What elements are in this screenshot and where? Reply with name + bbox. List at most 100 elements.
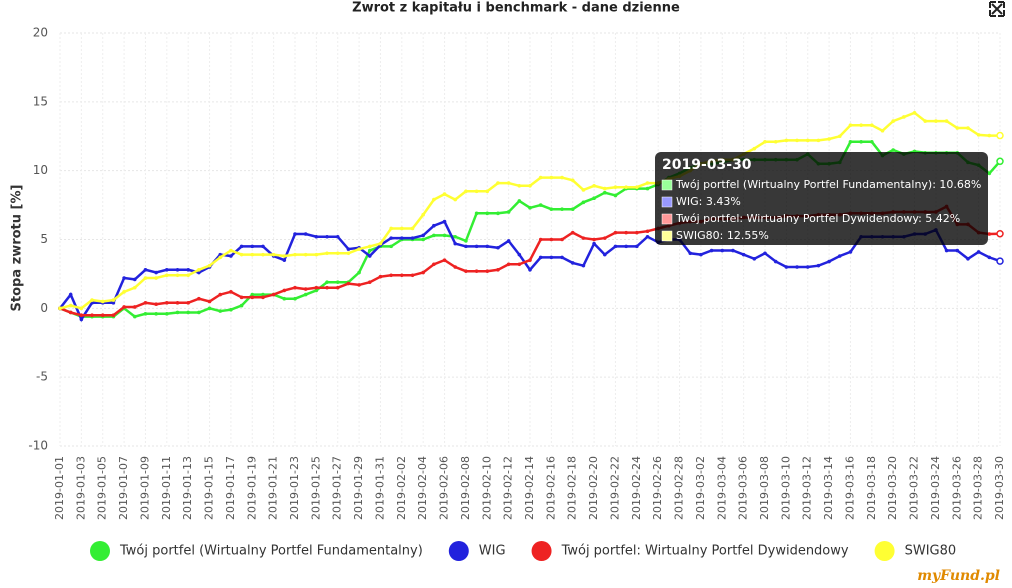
- data-point: [464, 244, 468, 249]
- legend-marker[interactable]: [531, 541, 552, 561]
- data-point: [282, 296, 287, 301]
- legend-label[interactable]: WIG: [479, 544, 506, 559]
- data-point: [282, 258, 287, 262]
- y-tick-label: 15: [33, 94, 48, 108]
- x-tick-label: 2019-01-25: [309, 456, 322, 520]
- data-point: [68, 303, 73, 308]
- tooltip-value: 3.43%: [706, 195, 741, 208]
- tooltip-box: [655, 152, 988, 245]
- data-point: [175, 301, 180, 305]
- data-point: [528, 184, 532, 188]
- x-tick-label: 2019-01-21: [267, 456, 280, 520]
- data-point: [165, 301, 169, 305]
- fullscreen-icon[interactable]: [989, 1, 1005, 17]
- data-point: [197, 267, 201, 272]
- data-point: [165, 267, 169, 272]
- data-point: [645, 229, 650, 234]
- data-point: [154, 312, 158, 316]
- data-point: [303, 232, 308, 236]
- data-point: [784, 265, 789, 269]
- data-point: [816, 263, 821, 268]
- data-point: [592, 237, 596, 242]
- data-point: [773, 139, 778, 144]
- data-point: [346, 281, 351, 286]
- data-point: [506, 210, 511, 214]
- tooltip-series-name: WIG: [676, 195, 699, 208]
- x-tick-label: 2019-03-04: [715, 456, 728, 520]
- data-point: [186, 310, 190, 315]
- data-point: [464, 239, 468, 243]
- data-point: [432, 197, 436, 202]
- data-point: [442, 233, 447, 238]
- data-point: [474, 189, 479, 194]
- data-point: [367, 248, 372, 253]
- data-point: [303, 292, 308, 297]
- data-point: [602, 190, 607, 195]
- data-point: [100, 313, 105, 318]
- x-tick-label: 2019-02-16: [544, 456, 557, 520]
- data-point: [229, 248, 233, 253]
- data-point: [68, 310, 73, 315]
- data-point: [805, 265, 810, 269]
- data-point: [410, 273, 415, 278]
- data-point: [613, 230, 618, 235]
- data-point: [261, 244, 265, 249]
- data-point: [143, 312, 148, 316]
- data-point: [111, 313, 116, 318]
- data-point: [389, 236, 393, 240]
- data-point: [432, 223, 436, 228]
- legend-marker[interactable]: [874, 541, 895, 561]
- legend-marker[interactable]: [448, 541, 469, 561]
- data-point: [154, 270, 158, 275]
- x-tick-label: 2019-01-09: [138, 456, 151, 520]
- data-point: [239, 303, 244, 308]
- data-point: [987, 171, 992, 176]
- data-point: [464, 189, 468, 194]
- data-point: [602, 252, 607, 257]
- data-point: [816, 138, 821, 143]
- data-point: [517, 252, 522, 257]
- data-point: [474, 211, 479, 216]
- data-point: [635, 244, 639, 249]
- data-point: [378, 274, 383, 279]
- x-tick-label: 2019-02-22: [608, 456, 621, 520]
- x-tick-label: 2019-03-20: [886, 456, 899, 520]
- x-tick-label: 2019-01-23: [288, 456, 301, 520]
- data-point: [517, 199, 522, 203]
- data-point: [325, 251, 329, 256]
- data-point: [79, 313, 84, 318]
- data-point: [432, 262, 436, 267]
- data-point: [827, 137, 831, 141]
- x-tick-label: 2019-02-20: [587, 456, 600, 520]
- data-point: [111, 298, 116, 302]
- data-point: [303, 287, 308, 291]
- data-point: [592, 241, 596, 246]
- data-point: [271, 252, 276, 257]
- data-point: [400, 226, 404, 231]
- data-point: [442, 192, 447, 196]
- x-tick-label: 2019-02-18: [566, 456, 579, 520]
- data-point: [592, 184, 596, 188]
- data-point: [218, 292, 223, 297]
- data-point: [987, 255, 992, 260]
- data-point: [528, 258, 532, 262]
- x-tick-label: 2019-01-19: [245, 456, 258, 520]
- tooltip-value: 5.42%: [925, 212, 960, 225]
- data-point: [282, 288, 287, 293]
- data-point: [485, 189, 490, 194]
- data-point: [68, 292, 73, 297]
- data-point: [325, 280, 329, 284]
- x-tick-label: 2019-01-31: [373, 456, 386, 520]
- x-tick-label: 2019-01-27: [331, 456, 344, 520]
- legend-label[interactable]: SWIG80: [905, 544, 957, 559]
- legend-label[interactable]: Twój portfel (Wirtualny Portfel Fundamen…: [119, 544, 423, 559]
- data-point: [635, 230, 639, 235]
- y-axis-label: Stopa zwrotu [%]: [10, 185, 25, 312]
- x-tick-label: 2019-03-06: [737, 456, 750, 520]
- data-point: [122, 305, 126, 309]
- x-tick-label: 2019-03-14: [822, 456, 835, 520]
- data-point: [132, 277, 137, 282]
- legend-label[interactable]: Twój portfel: Wirtualny Portfel Dywidend…: [561, 544, 849, 559]
- legend-marker[interactable]: [90, 541, 110, 561]
- data-point: [453, 241, 458, 246]
